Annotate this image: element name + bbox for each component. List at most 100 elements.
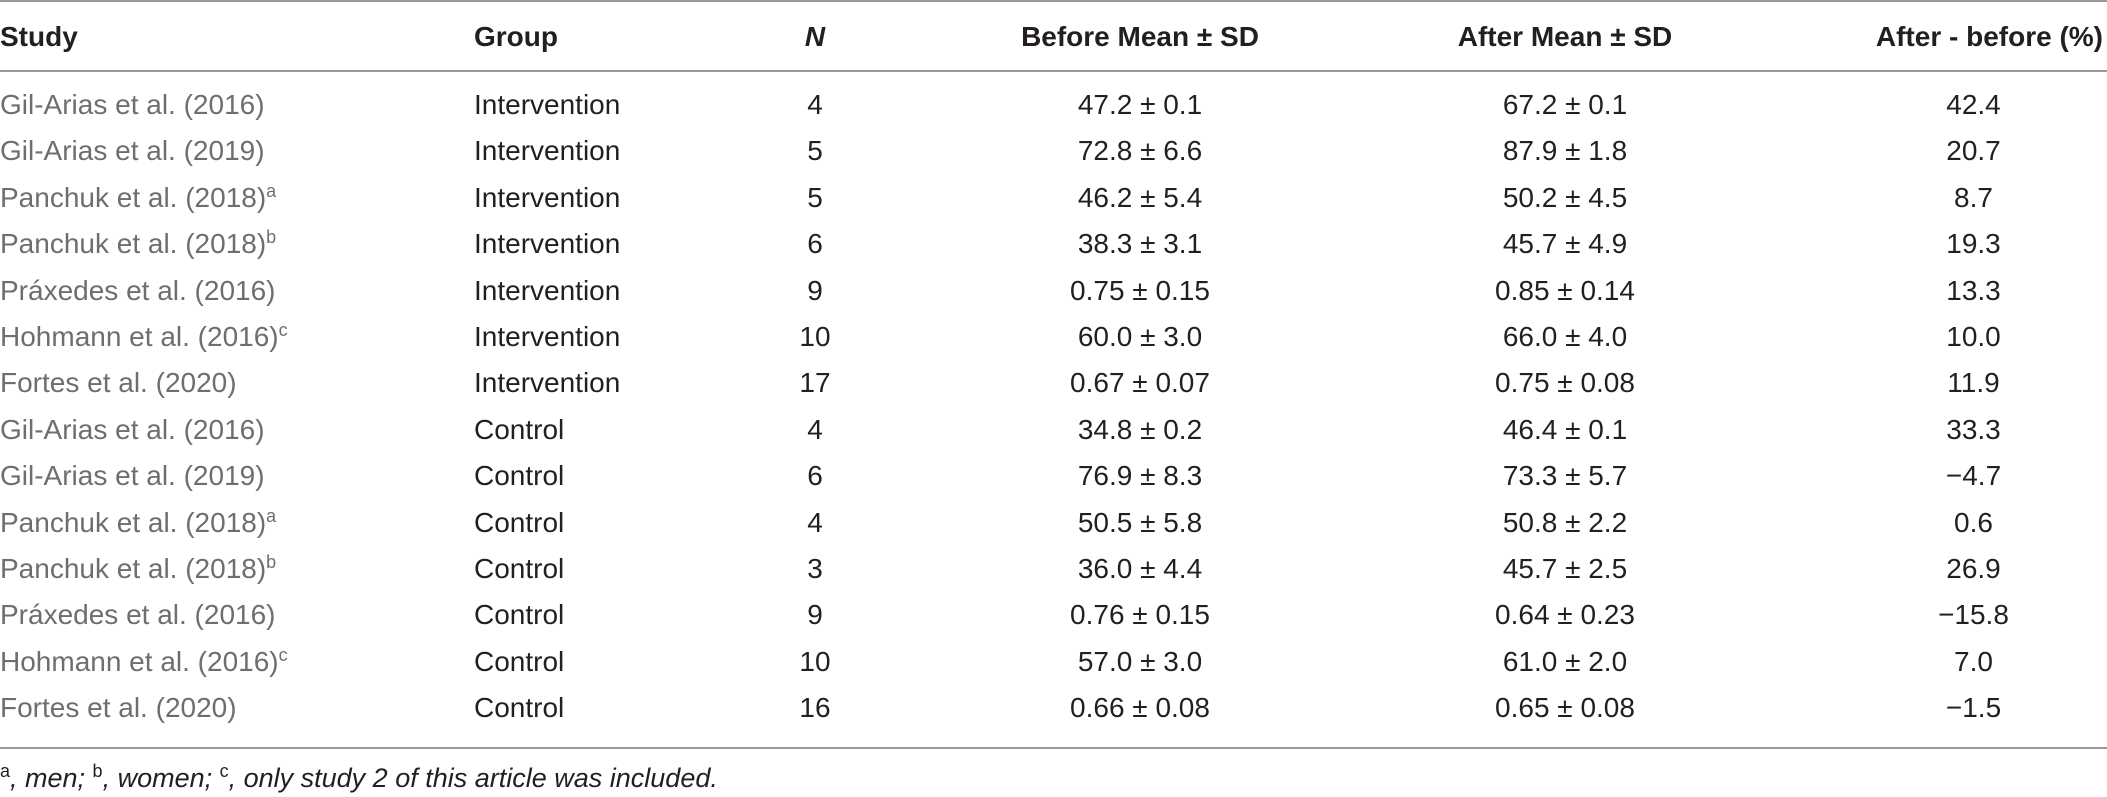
cell-n: 4 (807, 89, 823, 120)
cell-after: 73.3 ± 5.7 (1502, 460, 1628, 492)
table-row: Fortes et al. (2020) Intervention 17 0.67 ±… (0, 360, 2107, 406)
cell-before: 0.76 ± 0.15 (1070, 599, 1210, 631)
cell-after: 0.75 ± 0.08 (1495, 367, 1635, 399)
cell-after: 50.2 ± 4.5 (1502, 181, 1628, 213)
cell-before: 72.8 ± 6.6 (1077, 135, 1203, 167)
study-name: Gil-Arias et al. (2016) (0, 413, 265, 445)
cell-n: 5 (807, 135, 823, 167)
header-after: After Mean ± SD (1457, 21, 1673, 52)
cell-diff: −15.8 (1938, 599, 2009, 631)
study-footnote-mark: c (278, 644, 288, 665)
cell-n: 6 (807, 228, 823, 260)
cell-group: Control (474, 645, 565, 677)
table-row: Práxedes et al. (2016) Intervention 9 0.75 … (0, 268, 2107, 314)
study-footnote-mark: a (266, 505, 277, 526)
cell-group: Control (474, 599, 565, 631)
cell-n: 4 (807, 506, 823, 538)
table-row: Gil-Arias et al. (2019) Intervention 5 72.8… (0, 128, 2107, 174)
table-row: Fortes et al. (2020) Control 16 0.66 ± 0.08… (0, 685, 2107, 731)
cell-group: Intervention (474, 321, 621, 352)
cell-before: 36.0 ± 4.4 (1077, 553, 1203, 584)
cell-n: 10 (799, 321, 831, 352)
cell-n: 5 (807, 181, 823, 213)
cell-diff: 13.3 (1946, 274, 2001, 306)
cell-before: 38.3 ± 3.1 (1077, 228, 1203, 260)
cell-study: Panchuk et al. (2018)a (0, 500, 276, 546)
cell-before: 0.75 ± 0.15 (1070, 274, 1210, 306)
cell-group: Intervention (474, 367, 621, 399)
table-row: Panchuk et al. (2018)b Control 3 36.0 ± 4.4… (0, 546, 2107, 592)
cell-diff: 0.6 (1954, 506, 1993, 538)
table-row: Panchuk et al. (2018)a Control 4 50.5 ± 5.8… (0, 500, 2107, 546)
cell-study: Gil-Arias et al. (2016) (0, 407, 265, 453)
header-diff: After - before (%) (1875, 21, 2103, 52)
cell-n: 10 (799, 645, 831, 677)
table-row: Gil-Arias et al. (2016) Control 4 34.8 ± 0.… (0, 407, 2107, 453)
cell-study: Práxedes et al. (2016) (0, 592, 276, 638)
footnote-mark-c: c (219, 761, 229, 781)
cell-group: Intervention (474, 135, 621, 167)
footnote-mark-a: a (0, 761, 11, 781)
footnote-text-a: , men; (10, 763, 93, 793)
table-row: Hohmann et al. (2016)c Control 10 57.0 ± 3.… (0, 639, 2107, 685)
table-header-rule (0, 70, 2107, 72)
cell-study: Panchuk et al. (2018)b (0, 546, 276, 592)
cell-diff: 7.0 (1954, 645, 1993, 677)
study-name: Hohmann et al. (2016) (0, 321, 279, 352)
cell-group: Control (474, 460, 565, 492)
cell-diff: 26.9 (1946, 553, 2001, 584)
cell-group: Intervention (474, 228, 621, 260)
header-n: N (804, 21, 826, 52)
study-name: Panchuk et al. (2018) (0, 228, 267, 260)
table-row: Práxedes et al. (2016) Control 9 0.76 ± 0.1… (0, 592, 2107, 638)
cell-diff: 19.3 (1946, 228, 2001, 260)
cell-before: 46.2 ± 5.4 (1077, 181, 1203, 213)
study-name: Panchuk et al. (2018) (0, 553, 267, 584)
cell-after: 50.8 ± 2.2 (1502, 506, 1628, 538)
cell-before: 76.9 ± 8.3 (1077, 460, 1203, 492)
cell-n: 6 (807, 460, 823, 492)
cell-after: 61.0 ± 2.0 (1502, 645, 1628, 677)
header-study: Study (0, 21, 78, 52)
cell-study: Práxedes et al. (2016) (0, 268, 276, 314)
study-name: Hohmann et al. (2016) (0, 645, 279, 677)
study-footnote-mark: b (266, 552, 277, 572)
cell-before: 47.2 ± 0.1 (1077, 89, 1203, 120)
cell-after: 0.64 ± 0.23 (1495, 599, 1635, 631)
study-name: Práxedes et al. (2016) (0, 274, 276, 306)
cell-diff: −1.5 (1945, 692, 2002, 724)
header-before: Before Mean ± SD (1021, 21, 1259, 52)
study-name: Gil-Arias et al. (2019) (0, 460, 265, 492)
cell-n: 17 (799, 367, 831, 399)
cell-study: Panchuk et al. (2018)b (0, 221, 276, 267)
cell-after: 0.65 ± 0.08 (1495, 692, 1635, 724)
cell-before: 34.8 ± 0.2 (1077, 413, 1203, 445)
study-name: Fortes et al. (2020) (0, 367, 237, 399)
cell-diff: 10.0 (1946, 321, 2001, 352)
study-name: Gil-Arias et al. (2019) (0, 135, 265, 167)
cell-n: 9 (807, 599, 823, 631)
cell-study: Gil-Arias et al. (2019) (0, 453, 265, 499)
cell-group: Control (474, 413, 565, 445)
footnote-text-c: , only study 2 of this article was inclu… (228, 763, 718, 793)
cell-diff: 8.7 (1954, 181, 1993, 213)
cell-diff: 20.7 (1946, 135, 2001, 167)
cell-diff: 33.3 (1946, 413, 2001, 445)
cell-after: 45.7 ± 4.9 (1502, 228, 1628, 260)
cell-after: 46.4 ± 0.1 (1502, 413, 1628, 445)
cell-study: Gil-Arias et al. (2019) (0, 128, 265, 174)
cell-n: 3 (807, 553, 823, 584)
cell-before: 0.66 ± 0.08 (1070, 692, 1210, 724)
study-name: Gil-Arias et al. (2016) (0, 89, 265, 120)
cell-after: 45.7 ± 2.5 (1502, 553, 1628, 584)
cell-before: 50.5 ± 5.8 (1077, 506, 1203, 538)
study-footnote-mark: c (278, 320, 288, 340)
table-header-row: Study Group N Before Mean ± SD After Mea… (0, 14, 2107, 60)
cell-study: Panchuk et al. (2018)a (0, 175, 276, 221)
cell-group: Control (474, 506, 565, 538)
cell-diff: −4.7 (1945, 460, 2002, 492)
cell-n: 4 (807, 413, 823, 445)
cell-group: Intervention (474, 274, 621, 306)
table-row: Gil-Arias et al. (2019) Control 6 76.9 ± 8.… (0, 453, 2107, 499)
study-name: Fortes et al. (2020) (0, 692, 237, 724)
